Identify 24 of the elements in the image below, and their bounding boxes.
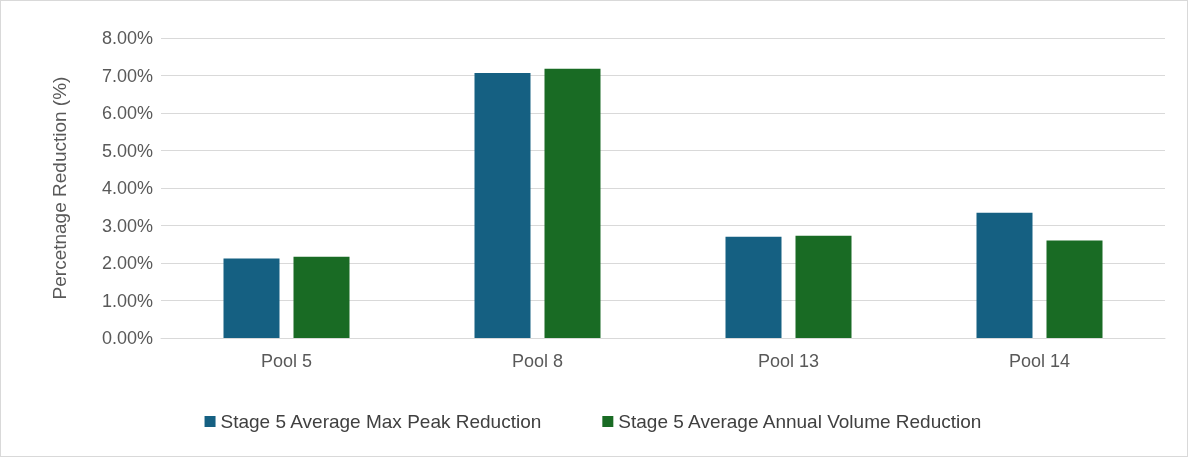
bar	[223, 258, 280, 338]
y-tick-label: 4.00%	[101, 178, 153, 198]
y-tick-label: 5.00%	[101, 140, 153, 161]
y-axis-title: Percetnage Reduction (%)	[49, 76, 70, 300]
y-tick-label: 1.00%	[101, 290, 153, 311]
y-tick-label: 2.00%	[101, 253, 153, 273]
y-tick-label: 7.00%	[101, 65, 153, 86]
legend-label: Stage 5 Average Max Peak Reduction	[220, 411, 542, 432]
bar	[1046, 240, 1103, 338]
bar	[795, 235, 852, 338]
x-tick-label: Pool 8	[511, 351, 564, 371]
bar	[474, 72, 531, 338]
x-tick-label: Pool 13	[757, 351, 820, 371]
x-tick-label: Pool 14	[1008, 351, 1071, 371]
y-tick-label: 0.00%	[101, 328, 153, 348]
bar	[293, 256, 350, 338]
bar	[544, 68, 601, 338]
legend-label: Stage 5 Average Annual Volume Reduction	[618, 411, 982, 432]
y-tick-label: 8.00%	[101, 28, 153, 48]
y-tick-label: 3.00%	[101, 215, 153, 236]
x-tick-label: Pool 5	[260, 351, 313, 371]
bar	[976, 212, 1033, 338]
y-tick-label: 6.00%	[101, 103, 153, 123]
bar	[725, 236, 782, 338]
